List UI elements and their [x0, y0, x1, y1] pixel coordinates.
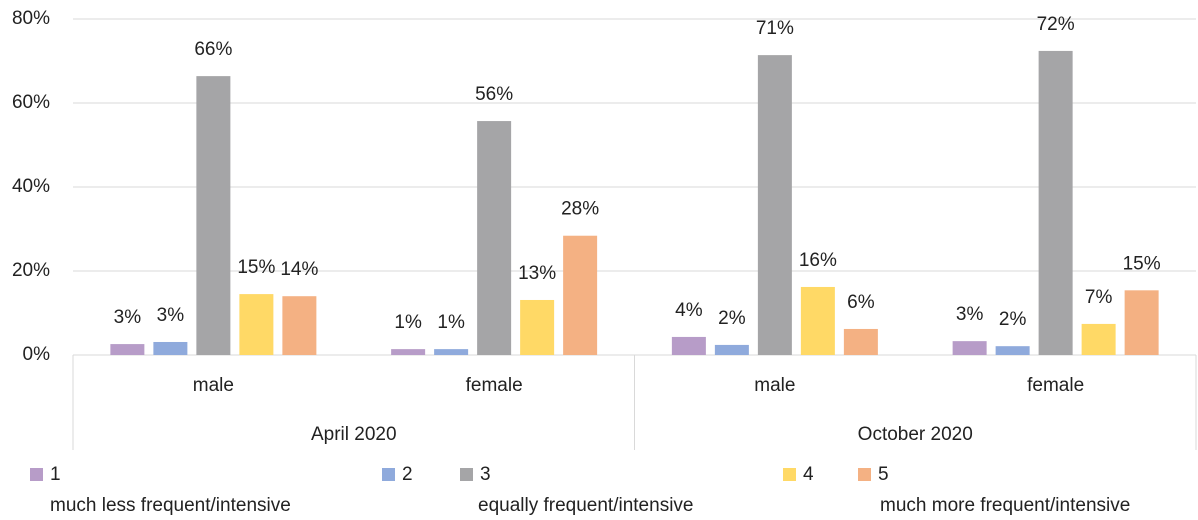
x-tick-label: male	[754, 375, 795, 396]
data-label: 28%	[561, 199, 599, 220]
data-label: 56%	[475, 84, 513, 105]
bar	[843, 328, 878, 355]
data-label: 3%	[157, 305, 185, 326]
legend-swatch	[460, 468, 473, 481]
data-label: 15%	[1123, 253, 1161, 274]
data-label: 15%	[237, 257, 275, 278]
data-label: 2%	[718, 308, 746, 329]
data-label: 7%	[1085, 287, 1113, 308]
bar	[1124, 290, 1159, 355]
bar	[563, 235, 598, 355]
legend-note: much more frequent/intensive	[880, 495, 1130, 516]
legend-label: 4	[803, 464, 814, 485]
bar	[434, 349, 469, 355]
bar	[110, 344, 145, 355]
data-label: 16%	[799, 250, 837, 271]
bar	[477, 121, 512, 355]
bar	[671, 336, 706, 355]
bar	[239, 294, 274, 355]
legend-swatch	[858, 468, 871, 481]
bar	[520, 299, 555, 355]
data-label: 72%	[1037, 14, 1075, 35]
legend-label: 2	[402, 464, 413, 485]
data-label: 2%	[999, 309, 1027, 330]
bar	[196, 76, 231, 356]
data-label: 3%	[114, 307, 142, 328]
y-tick-label: 0%	[23, 344, 51, 365]
y-tick-label: 40%	[12, 176, 50, 197]
legend-swatch	[783, 468, 796, 481]
bar	[391, 349, 426, 355]
group-label: April 2020	[311, 424, 397, 445]
data-label: 4%	[675, 300, 703, 321]
bar	[995, 346, 1030, 355]
x-tick-label: female	[466, 375, 523, 396]
legend-swatch	[30, 468, 43, 481]
data-label: 1%	[394, 312, 422, 333]
bar	[757, 55, 792, 356]
data-label: 13%	[518, 263, 556, 284]
bar	[714, 344, 749, 355]
bar	[1038, 50, 1073, 356]
legend-swatch	[382, 468, 395, 481]
data-label: 3%	[956, 304, 984, 325]
x-tick-label: female	[1027, 375, 1084, 396]
bar	[282, 296, 317, 355]
data-label: 6%	[847, 292, 875, 313]
bar	[952, 341, 987, 355]
data-label: 1%	[437, 312, 465, 333]
data-label: 14%	[280, 259, 318, 280]
bar	[1081, 323, 1116, 355]
legend-note: much less frequent/intensive	[50, 495, 291, 516]
bar	[153, 341, 188, 355]
data-label: 71%	[756, 18, 794, 39]
legend-label: 5	[878, 464, 889, 485]
group-label: October 2020	[858, 424, 973, 445]
y-tick-label: 20%	[12, 260, 50, 281]
legend-label: 1	[50, 464, 61, 485]
x-tick-label: male	[193, 375, 234, 396]
legend-label: 3	[480, 464, 491, 485]
bar	[800, 286, 835, 355]
y-tick-label: 60%	[12, 92, 50, 113]
y-tick-label: 80%	[12, 8, 50, 29]
data-label: 66%	[194, 39, 232, 60]
legend-note: equally frequent/intensive	[478, 495, 693, 516]
